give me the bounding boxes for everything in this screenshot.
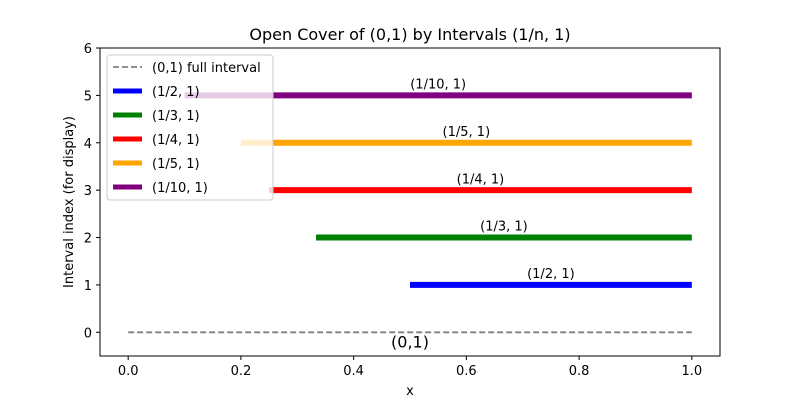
chart-title: Open Cover of (0,1) by Intervals (1/n, 1…: [249, 25, 570, 44]
legend-entry: (1/4, 1): [152, 133, 200, 148]
y-axis-label: Interval index (for display): [62, 116, 77, 288]
y-tick-label: 2: [84, 232, 92, 247]
x-tick-label: 0.2: [231, 364, 252, 379]
y-tick-label: 5: [84, 89, 92, 104]
x-tick-label: 0.0: [118, 364, 139, 379]
interval-annotations: (0,1) (1/2, 1) (1/3, 1) (1/4, 1) (1/5, 1) (1/…: [391, 78, 575, 352]
x-axis: 0.0 0.2 0.4 0.6 0.8 1.0: [118, 356, 702, 379]
legend-box: [106, 54, 274, 201]
plot-frame: [99, 47, 721, 357]
y-tick-label: 0: [84, 326, 92, 341]
legend-entry: (1/10, 1): [152, 181, 208, 196]
legend: (0,1) full interval (1/2, 1) (1/3, 1) (1/4,…: [106, 54, 274, 201]
x-tick-label: 0.4: [343, 364, 364, 379]
interval-label-4: (1/5, 1): [443, 125, 491, 140]
interval-label-1: (1/2, 1): [527, 267, 575, 282]
y-tick-label: 1: [84, 279, 92, 294]
full-interval-label: (0,1): [391, 332, 429, 351]
x-tick-label: 0.8: [569, 364, 590, 379]
y-tick-label: 4: [84, 137, 92, 152]
interval-label-3: (1/4, 1): [457, 172, 505, 187]
legend-entry: (1/3, 1): [152, 109, 200, 124]
x-axis-label: x: [406, 384, 414, 399]
x-tick-label: 0.6: [456, 364, 477, 379]
legend-entry: (1/5, 1): [152, 157, 200, 172]
legend-entry: (1/2, 1): [152, 85, 200, 100]
legend-entry: (0,1) full interval: [152, 61, 261, 76]
interval-label-2: (1/3, 1): [480, 220, 528, 235]
interval-label-5: (1/10, 1): [410, 78, 466, 93]
y-tick-label: 6: [84, 42, 92, 57]
x-tick-label: 1.0: [681, 364, 702, 379]
y-tick-label: 3: [84, 184, 92, 199]
y-axis: 0 1 2 3 4 5 6: [84, 42, 100, 341]
